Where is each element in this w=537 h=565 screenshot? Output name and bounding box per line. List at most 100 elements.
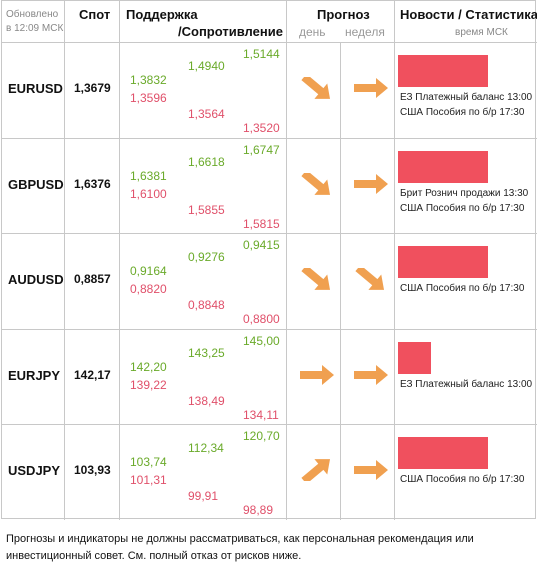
support-2: 101,31	[130, 473, 167, 487]
cell-border	[287, 330, 341, 425]
resistance-2: 1,5855	[188, 203, 225, 217]
arrow-down-right-icon	[354, 265, 388, 290]
cell-border	[287, 139, 341, 234]
spot-header-cell: Спот	[65, 1, 120, 42]
day-header: день	[299, 25, 326, 39]
resistance-4: 0,8800	[243, 312, 280, 326]
support-1: 103,74	[130, 455, 167, 469]
resistance-1: 1,4940	[188, 59, 225, 73]
cell-border	[341, 43, 395, 138]
resistance-1: 112,34	[188, 441, 224, 455]
row-divider	[2, 424, 537, 425]
cell-border	[287, 43, 341, 138]
resistance-4: 98,89	[243, 503, 274, 517]
resistance-4: 1,5815	[243, 217, 280, 231]
cell-border	[120, 330, 287, 425]
resistance-2: 1,3564	[188, 107, 225, 121]
msk-time-label: время МСК	[455, 27, 508, 38]
spot-value: 1,6376	[74, 177, 111, 191]
row-divider	[2, 42, 537, 43]
news-importance-bar	[398, 437, 488, 469]
arrow-down-right-icon	[300, 74, 334, 99]
cell-border	[341, 425, 395, 520]
updated-time: в 12:09 МСК	[6, 23, 64, 34]
resistance-2: 99,91	[188, 489, 219, 503]
news-importance-bar	[398, 342, 431, 374]
arrow-down-right-icon	[300, 265, 334, 290]
resistance-3: 1,6747	[243, 143, 280, 157]
resistance-3: 120,70	[243, 429, 280, 443]
forecast-header: Прогноз	[317, 7, 370, 22]
support-1: 0,9164	[130, 264, 167, 278]
forex-table: Обновлено в 12:09 МСК Спот Поддержка /Со…	[1, 0, 537, 520]
row-divider	[2, 233, 537, 234]
cell-border	[341, 234, 395, 329]
resistance-2: 138,49	[188, 394, 225, 408]
cell-border	[341, 330, 395, 425]
resistance-2: 0,8848	[188, 298, 225, 312]
pair-name[interactable]: EURUSD	[8, 81, 63, 96]
news-item[interactable]: США Пособия по б/р 17:30	[400, 283, 525, 294]
news-item[interactable]: ЕЗ Платежный баланс 13:00	[400, 379, 533, 390]
pair-name[interactable]: GBPUSD	[8, 177, 64, 192]
pair-name[interactable]: AUDUSD	[8, 272, 64, 287]
resistance-3: 1,5144	[243, 47, 280, 61]
resistance-1: 0,9276	[188, 250, 225, 264]
arrow-right-icon	[300, 364, 334, 386]
cell-border	[65, 43, 120, 138]
arrow-up-right-icon	[300, 459, 334, 484]
cell-border	[65, 330, 120, 425]
arrow-right-icon	[354, 77, 388, 99]
table-header: Обновлено в 12:09 МСК Спот Поддержка /Со…	[2, 1, 537, 42]
cell-border	[120, 425, 287, 520]
news-item[interactable]: США Пособия по б/р 17:30	[400, 107, 525, 118]
news-importance-bar	[398, 55, 488, 87]
cell-border	[65, 139, 120, 234]
support-2: 139,22	[130, 378, 167, 392]
news-header: Новости / Статистика	[400, 7, 537, 22]
resistance-4: 1,3520	[243, 121, 280, 135]
disclaimer: Прогнозы и индикаторы не должны рассматр…	[6, 533, 474, 562]
resistance-header: /Сопротивление	[178, 24, 283, 39]
news-item[interactable]: Брит Рознич продажи 13:30	[400, 188, 529, 199]
news-header-cell: Новости / Статистика время МСК	[395, 1, 537, 42]
news-item[interactable]: США Пособия по б/р 17:30	[400, 203, 525, 214]
arrow-right-icon	[354, 459, 388, 481]
support-1: 1,3832	[130, 73, 167, 87]
spot-value: 103,93	[74, 463, 111, 477]
cell-border	[287, 234, 341, 329]
table-row: AUDUSD 0,8857 0,9164 0,8820 0,9276 0,8848 0,94…	[2, 234, 537, 329]
resistance-3: 145,00	[243, 334, 280, 348]
week-header: неделя	[345, 25, 385, 39]
cell-border	[120, 234, 287, 329]
cell-border	[2, 425, 65, 520]
spot-value: 142,17	[74, 368, 111, 382]
news-item[interactable]: США Пособия по б/р 17:30	[400, 474, 525, 485]
spot-value: 1,3679	[74, 81, 111, 95]
support-1: 1,6381	[130, 169, 167, 183]
table-row: EURJPY 142,17 142,20 139,22 143,25 138,49 145,…	[2, 330, 537, 425]
spot-value: 0,8857	[74, 272, 111, 286]
table-row: EURUSD 1,3679 1,3832 1,3596 1,4940 1,3564 1,51…	[2, 43, 537, 138]
updated-cell: Обновлено в 12:09 МСК	[2, 1, 65, 42]
news-item[interactable]: ЕЗ Платежный баланс 13:00	[400, 92, 533, 103]
cell-border	[2, 139, 65, 234]
support-2: 1,6100	[130, 187, 167, 201]
resistance-1: 143,25	[188, 346, 225, 360]
support-2: 0,8820	[130, 282, 167, 296]
cell-border	[2, 234, 65, 329]
row-divider	[2, 138, 537, 139]
cell-border	[341, 139, 395, 234]
pair-name[interactable]: EURJPY	[8, 368, 61, 383]
forecast-header-cell: Прогноз день неделя	[287, 1, 395, 42]
pair-name[interactable]: USDJPY	[8, 463, 61, 478]
cell-border	[120, 139, 287, 234]
arrow-right-icon	[354, 364, 388, 386]
news-importance-bar	[398, 246, 488, 278]
table-row: GBPUSD 1,6376 1,6381 1,6100 1,6618 1,5855 1,67…	[2, 139, 537, 234]
cell-border	[2, 43, 65, 138]
support-1: 142,20	[130, 360, 167, 374]
resistance-1: 1,6618	[188, 155, 225, 169]
resistance-4: 134,11	[243, 408, 279, 422]
arrow-right-icon	[354, 173, 388, 195]
